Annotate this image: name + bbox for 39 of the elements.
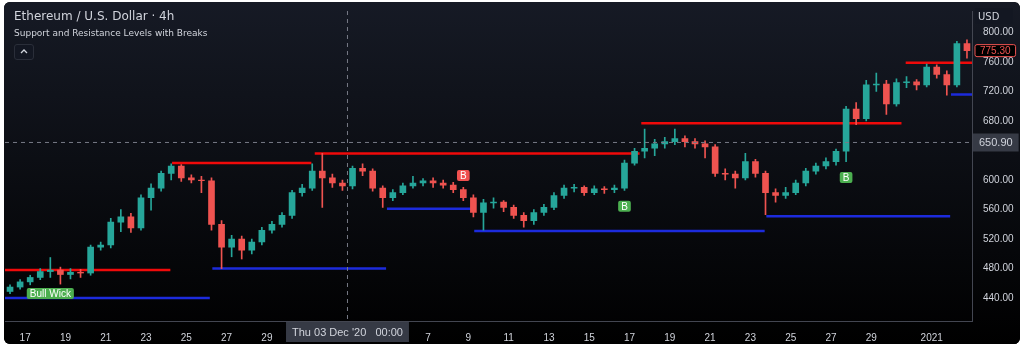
x-tick-label: 19 [664, 331, 676, 343]
y-tick-label: 600.00 [983, 173, 1015, 185]
chart-title: Ethereum / U.S. Dollar · 4h [14, 9, 175, 23]
y-tick-label: 800.00 [983, 26, 1015, 38]
ref-line-label: 650.90 [979, 136, 1013, 149]
annotation: B [459, 170, 467, 182]
y-tick-label: 520.00 [983, 232, 1015, 244]
y-tick-label: 560.00 [983, 203, 1015, 215]
x-tick-label: 7 [425, 331, 432, 343]
x-tick-label: 9 [465, 331, 472, 343]
x-tick-label: 11 [503, 331, 515, 343]
y-tick-label: 720.00 [983, 85, 1015, 97]
x-tick-label: 13 [543, 331, 555, 343]
y-tick-label: 440.00 [983, 291, 1015, 303]
x-tick-label: 17 [19, 331, 32, 343]
x-tick-label: 17 [623, 331, 636, 343]
x-tick-label: 29 [261, 331, 273, 343]
x-tick-label: 19 [59, 331, 72, 343]
x-tick-label: 23 [140, 331, 153, 343]
x-tick-label: 23 [744, 331, 757, 343]
annotation: B [621, 201, 629, 213]
x-tick-label: 27 [221, 331, 233, 343]
y-tick-label: 680.00 [983, 114, 1015, 126]
y-tick-label: 480.00 [983, 262, 1015, 274]
annotation: 775.30 [980, 45, 1012, 57]
x-tick-label: 21 [100, 331, 112, 343]
x-tick-label: 29 [865, 331, 878, 343]
x-tick-label: 27 [825, 331, 837, 343]
x-tick-label: 21 [704, 331, 717, 343]
annotation: Bull Wick [29, 288, 72, 300]
y-axis-title: USD [978, 11, 1000, 22]
x-tick-label: 25 [785, 331, 797, 343]
ref-line-label: Thu 03 Dec '20 00:00 [292, 326, 403, 339]
x-tick-label: 15 [583, 331, 596, 343]
x-tick-label: 25 [180, 331, 193, 343]
annotation: B [842, 172, 850, 184]
y-tick-label: 760.00 [983, 55, 1015, 67]
x-tick-label: 2021 [920, 331, 944, 343]
text: Support and Resistance Levels with Breaks [14, 28, 208, 38]
